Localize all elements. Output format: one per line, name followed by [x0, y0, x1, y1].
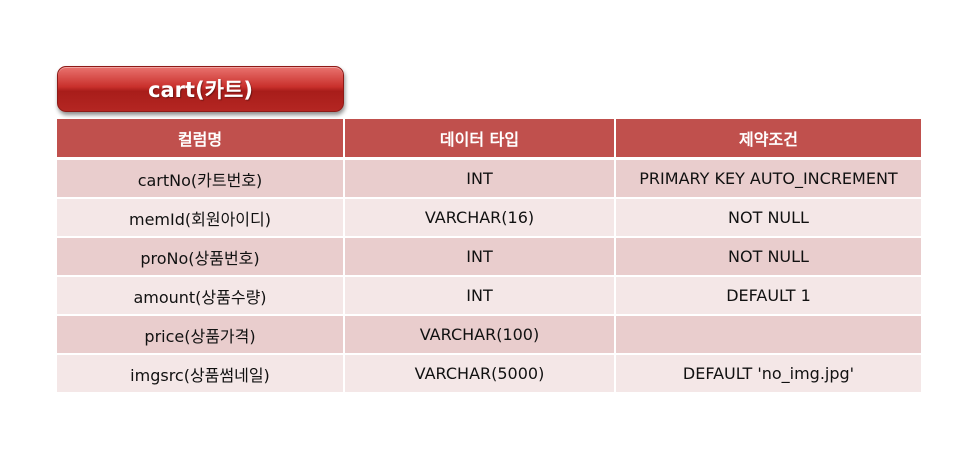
table-title-badge: cart(카트): [57, 66, 344, 112]
cell-data-type: VARCHAR(16): [344, 198, 616, 238]
cell-column-name: imgsrc(상품썸네일): [57, 354, 345, 394]
column-header-type: 데이터 타입: [344, 119, 616, 160]
table-row: price(상품가격) VARCHAR(100): [57, 315, 921, 355]
cell-column-name: cartNo(카트번호): [57, 158, 345, 199]
cell-data-type: VARCHAR(100): [344, 315, 616, 355]
cell-column-name: memId(회원아이디): [57, 198, 345, 238]
cell-column-name: price(상품가격): [57, 315, 345, 355]
table-row: proNo(상품번호) INT NOT NULL: [57, 237, 921, 277]
table-row: cartNo(카트번호) INT PRIMARY KEY AUTO_INCREM…: [57, 158, 921, 199]
column-header-constraint: 제약조건: [615, 119, 921, 160]
column-header-name: 컬럼명: [57, 119, 345, 160]
cell-data-type: INT: [344, 237, 616, 277]
schema-table: 컬럼명 데이터 타입 제약조건 cartNo(카트번호) INT PRIMARY…: [57, 119, 921, 394]
header-row: 컬럼명 데이터 타입 제약조건: [57, 119, 921, 160]
table-row: imgsrc(상품썸네일) VARCHAR(5000) DEFAULT 'no_…: [57, 354, 921, 394]
table-title: cart(카트): [148, 78, 253, 102]
cell-constraint: DEFAULT 1: [615, 276, 921, 316]
table-row: amount(상품수량) INT DEFAULT 1: [57, 276, 921, 316]
cell-data-type: INT: [344, 158, 616, 199]
cell-constraint: DEFAULT 'no_img.jpg': [615, 354, 921, 394]
cell-column-name: amount(상품수량): [57, 276, 345, 316]
cell-data-type: INT: [344, 276, 616, 316]
cell-constraint: [615, 315, 921, 355]
cell-constraint: NOT NULL: [615, 237, 921, 277]
cell-constraint: PRIMARY KEY AUTO_INCREMENT: [615, 158, 921, 199]
cell-data-type: VARCHAR(5000): [344, 354, 616, 394]
cell-constraint: NOT NULL: [615, 198, 921, 238]
table-row: memId(회원아이디) VARCHAR(16) NOT NULL: [57, 198, 921, 238]
cell-column-name: proNo(상품번호): [57, 237, 345, 277]
